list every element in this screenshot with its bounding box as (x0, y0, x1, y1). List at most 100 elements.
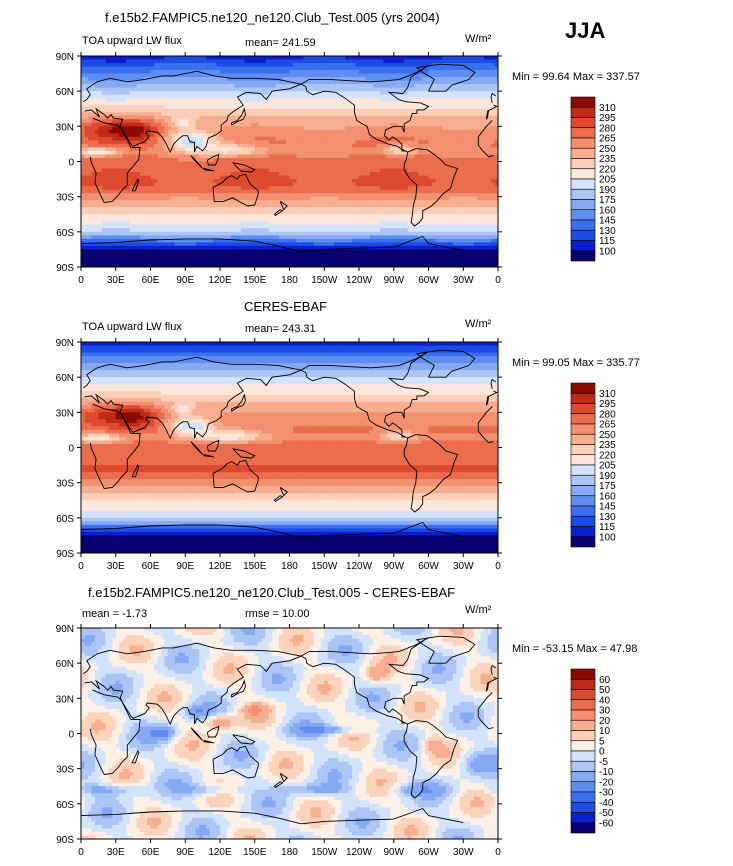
colorbar-swatch (570, 178, 596, 190)
colorbar-label: -60 (599, 818, 614, 829)
colorbar-swatch (570, 229, 596, 241)
panel-1-mean: mean= 241.59 (245, 37, 316, 49)
lon-tick-label: 60E (142, 847, 160, 858)
colorbar-label: -10 (599, 767, 614, 778)
lat-tick-label: 90N (56, 338, 74, 349)
lon-tick-label: 60W (418, 847, 439, 858)
colorbar-label: 60 (599, 675, 611, 686)
lat-tick-label: 30N (56, 694, 74, 705)
colorbar-swatch (570, 495, 596, 507)
lon-tick-label: 180 (281, 847, 298, 858)
panel-3-field (81, 628, 498, 839)
colorbar-label: 235 (599, 154, 616, 165)
panel-3-minmax: Min = -53.15 Max = 47.98 (512, 643, 637, 655)
lat-tick-label: 30S (56, 193, 74, 204)
colorbar-swatch (570, 678, 596, 690)
colorbar-swatch (570, 240, 596, 252)
lon-tick-label: 60W (418, 275, 439, 286)
colorbar-label: 235 (599, 440, 616, 451)
colorbar-swatch (570, 117, 596, 129)
panel-3-units: W/m² (465, 604, 491, 616)
colorbar-swatch (570, 730, 596, 742)
lon-tick-label: 90E (176, 561, 194, 572)
colorbar-label: 265 (599, 420, 616, 431)
colorbar-swatch (570, 382, 596, 394)
colorbar-label: 280 (599, 123, 616, 134)
colorbar-swatch (570, 689, 596, 701)
lat-tick-label: 60N (56, 659, 74, 670)
lon-tick-label: 120W (346, 561, 373, 572)
panel-2-left-label: TOA upward LW flux (82, 321, 182, 333)
colorbar-swatch (570, 158, 596, 170)
panel-2-units: W/m² (465, 318, 491, 330)
lat-tick-label: 0 (68, 730, 74, 741)
lat-tick-label: 90S (56, 835, 74, 846)
colorbar-label: -40 (599, 798, 614, 809)
colorbar-swatch (570, 219, 596, 231)
lon-tick-label: 0 (78, 561, 84, 572)
lat-tick-label: 90N (56, 52, 74, 63)
lat-tick-label: 30N (56, 408, 74, 419)
colorbar-label: -20 (599, 777, 614, 788)
colorbar-swatch (570, 485, 596, 497)
lon-tick-label: 150E (243, 847, 267, 858)
colorbar-swatch (570, 96, 596, 108)
colorbar-label: -50 (599, 808, 614, 819)
colorbar-swatch (570, 392, 596, 404)
lon-tick-label: 90E (176, 847, 194, 858)
lon-tick-label: 0 (495, 847, 501, 858)
colorbar-label: -5 (599, 757, 608, 768)
colorbar-label: 10 (599, 726, 611, 737)
colorbar-label: 130 (599, 512, 616, 523)
lat-tick-label: 60N (56, 87, 74, 98)
lon-tick-label: 0 (78, 847, 84, 858)
colorbar-swatch (570, 474, 596, 486)
colorbar-swatch (570, 433, 596, 445)
colorbar-swatch (570, 127, 596, 139)
colorbar-label: 50 (599, 685, 611, 696)
colorbar-swatch (570, 168, 596, 180)
lon-tick-label: 90E (176, 275, 194, 286)
lat-tick-label: 90S (56, 263, 74, 274)
colorbar-label: 310 (599, 103, 616, 114)
colorbar-label: 100 (599, 246, 616, 257)
colorbar-swatch (570, 423, 596, 435)
colorbar-swatch (570, 454, 596, 466)
colorbar-swatch (570, 209, 596, 221)
lat-tick-label: 60S (56, 514, 74, 525)
panel-1-field (81, 56, 498, 267)
colorbar-swatch (570, 781, 596, 793)
lon-tick-label: 150W (311, 275, 338, 286)
colorbar-label: 160 (599, 491, 616, 502)
lon-tick-label: 180 (281, 561, 298, 572)
colorbar-swatch (570, 699, 596, 711)
season-label: JJA (565, 18, 605, 44)
panel-1-coastlines (81, 63, 498, 253)
panel-2-coastlines (81, 349, 498, 539)
colorbar-label: 175 (599, 195, 616, 206)
lat-tick-label: 30S (56, 765, 74, 776)
colorbar-swatch (570, 812, 596, 824)
colorbar-label: 295 (599, 399, 616, 410)
colorbar-swatch (570, 250, 596, 262)
colorbar-swatch (570, 464, 596, 476)
panel-3-heading: f.e15b2.FAMPIC5.ne120_ne120.Club_Test.00… (88, 585, 455, 600)
colorbar-label: 295 (599, 113, 616, 124)
panel-2-minmax: Min = 99.05 Max = 335.77 (512, 357, 640, 369)
colorbar-label: 205 (599, 461, 616, 472)
lat-tick-label: 60S (56, 800, 74, 811)
panel-2-mean: mean= 243.31 (245, 323, 316, 335)
lon-tick-label: 30E (107, 847, 125, 858)
colorbar-swatch (570, 719, 596, 731)
colorbar-swatch (570, 791, 596, 803)
lat-tick-label: 90N (56, 624, 74, 635)
colorbar-swatch (570, 147, 596, 159)
colorbar-label: 40 (599, 695, 611, 706)
colorbar-swatch (570, 526, 596, 538)
lat-tick-label: 0 (68, 444, 74, 455)
colorbar-swatch (570, 106, 596, 118)
lat-tick-label: 30N (56, 122, 74, 133)
colorbar-label: 220 (599, 164, 616, 175)
